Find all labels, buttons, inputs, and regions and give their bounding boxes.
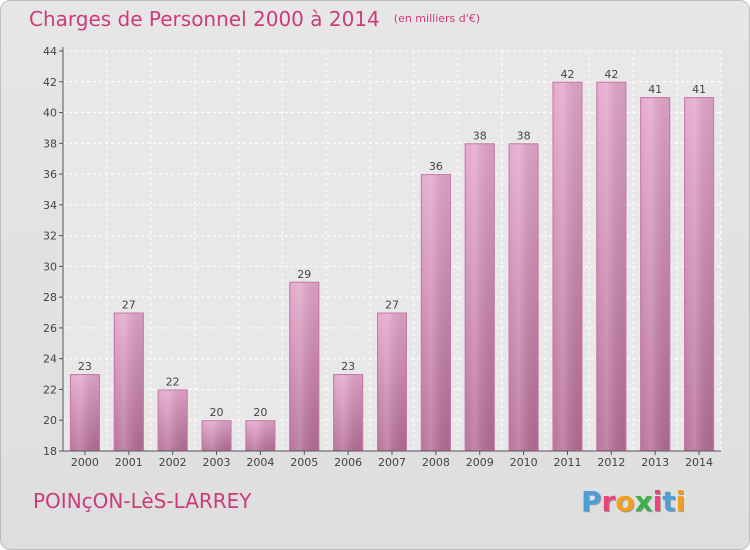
- x-tick-label: 2003: [203, 456, 231, 469]
- x-tick-label: 2013: [641, 456, 669, 469]
- data-label: 42: [604, 68, 618, 81]
- y-tick-label: 38: [43, 137, 57, 150]
- chart-title: Charges de Personnel 2000 à 2014 (en mill…: [29, 7, 480, 31]
- bar-shine: [508, 143, 539, 452]
- logo-letter: x: [634, 485, 653, 518]
- data-label: 22: [166, 375, 180, 388]
- bar-shine: [420, 174, 451, 452]
- bar-shine: [333, 374, 364, 451]
- y-tick-label: 26: [43, 322, 57, 335]
- data-label: 38: [517, 129, 531, 142]
- x-tick-label: 2002: [159, 456, 187, 469]
- bar-shine: [289, 281, 320, 451]
- y-tick-label: 32: [43, 230, 57, 243]
- bar-shine: [201, 420, 232, 451]
- bar-shine: [464, 143, 495, 452]
- y-tick-label: 34: [43, 199, 57, 212]
- logo-letter: r: [601, 485, 616, 518]
- y-tick-label: 24: [43, 353, 57, 366]
- data-label: 41: [692, 83, 706, 96]
- x-tick-label: 2008: [422, 456, 450, 469]
- x-tick-label: 2005: [290, 456, 318, 469]
- bar-layer: 23 27 22 20 20 29 23 27 36 38 38 42 42 41 41: [69, 68, 715, 452]
- x-tick-label: 2010: [510, 456, 538, 469]
- y-tick-label: 18: [43, 445, 57, 458]
- x-tick-label: 2009: [466, 456, 494, 469]
- bar-shine: [552, 81, 583, 452]
- data-label: 27: [122, 299, 136, 312]
- bar-shine: [69, 374, 100, 451]
- data-label: 41: [648, 83, 662, 96]
- chart-title-text: Charges de Personnel 2000 à 2014: [29, 7, 380, 31]
- x-tick-label: 2006: [334, 456, 362, 469]
- y-tick-label: 28: [43, 291, 57, 304]
- proxiti-logo: Proxiti: [581, 485, 685, 518]
- y-tick-label: 44: [43, 45, 57, 58]
- data-label: 36: [429, 160, 443, 173]
- commune-name: POINçON-LèS-LARREY: [33, 489, 252, 513]
- data-label: 27: [385, 299, 399, 312]
- data-label: 20: [253, 406, 267, 419]
- y-tick-label: 20: [43, 414, 57, 427]
- y-tick-label: 36: [43, 168, 57, 181]
- data-label: 42: [560, 68, 574, 81]
- bar-shine: [377, 312, 407, 451]
- bar-shine: [113, 312, 144, 451]
- logo-letter: i: [652, 485, 663, 518]
- y-tick-label: 22: [43, 383, 57, 396]
- x-tick-label: 2014: [685, 456, 713, 469]
- x-tick-label: 2000: [71, 456, 99, 469]
- logo-letter: i: [675, 485, 686, 518]
- bar-shine: [157, 389, 188, 451]
- data-label: 29: [297, 268, 311, 281]
- data-label: 20: [210, 406, 224, 419]
- bar-shine: [684, 97, 715, 452]
- data-label: 23: [341, 360, 355, 373]
- bar-shine: [596, 81, 627, 452]
- data-label: 23: [78, 360, 92, 373]
- y-tick-label: 30: [43, 260, 57, 273]
- y-tick-label: 40: [43, 107, 57, 120]
- logo-letter: o: [615, 485, 635, 518]
- axis-layer: 18 20 22 24 26 28 30 32 34 36 38 40 42 44 2000 2001 2002…: [43, 45, 721, 469]
- y-tick-label: 42: [43, 76, 57, 89]
- bar-shine: [245, 420, 276, 451]
- bar-shine: [640, 97, 671, 452]
- x-tick-label: 2001: [115, 456, 143, 469]
- chart-subtitle: (en milliers d'€): [393, 12, 481, 25]
- x-tick-label: 2012: [597, 456, 625, 469]
- data-label: 38: [473, 129, 487, 142]
- x-tick-label: 2011: [553, 456, 581, 469]
- logo-letter: t: [662, 485, 676, 518]
- logo-letter: P: [581, 485, 602, 518]
- x-tick-label: 2007: [378, 456, 406, 469]
- x-tick-label: 2004: [246, 456, 274, 469]
